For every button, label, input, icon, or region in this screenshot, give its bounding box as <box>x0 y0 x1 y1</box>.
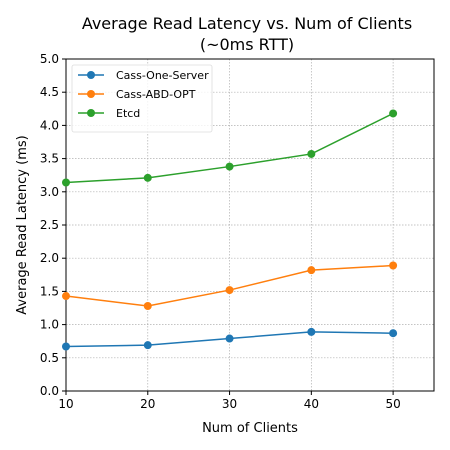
plot-frame <box>65 58 435 392</box>
data-point <box>389 261 398 270</box>
x-axis-label: Num of Clients <box>202 421 298 436</box>
legend: Cass-One-Server Cass-ABD-OPT Etcd <box>71 64 213 133</box>
y-tick-label: 0.0 <box>40 384 59 398</box>
y-tick-label: 4.5 <box>40 85 59 99</box>
data-point <box>225 334 234 343</box>
legend-label: Etcd <box>116 107 140 120</box>
data-point <box>389 109 398 118</box>
data-point <box>307 149 316 158</box>
data-point <box>307 266 316 275</box>
legend-box <box>71 64 213 133</box>
y-tick-label: 4.0 <box>40 118 59 132</box>
chart-subtitle: (~0ms RTT) <box>200 35 294 54</box>
y-tick-label: 5.0 <box>40 52 59 66</box>
data-point <box>225 162 234 171</box>
data-point <box>62 342 70 351</box>
legend-swatch-marker <box>87 71 95 79</box>
x-tick-label: 20 <box>140 397 155 411</box>
data-point <box>389 329 398 338</box>
legend-swatch-marker <box>87 109 95 117</box>
y-tick-label: 3.5 <box>40 152 59 166</box>
x-tick-label: 30 <box>222 397 237 411</box>
y-tick-label: 2.5 <box>40 218 59 232</box>
y-tick-label: 1.5 <box>40 284 59 298</box>
x-tick-label: 40 <box>304 397 319 411</box>
chart-title: Average Read Latency vs. Num of Clients <box>82 14 412 33</box>
data-point <box>225 286 234 295</box>
data-point <box>143 173 152 182</box>
data-point <box>143 341 152 350</box>
legend-swatch-marker <box>87 90 95 98</box>
y-tick-label: 0.5 <box>40 351 59 365</box>
y-tick-label: 2.0 <box>40 251 59 265</box>
legend-label: Cass-ABD-OPT <box>116 88 196 101</box>
axis-ticks: 10 20 30 40 50 0.0 0.5 1.0 1.5 2.0 2.5 3.0 3.5 4.0 4.5… <box>40 52 401 411</box>
x-tick-label: 50 <box>385 397 400 411</box>
data-point <box>62 178 70 187</box>
x-tick-label: 10 <box>58 397 73 411</box>
data-point <box>143 302 152 311</box>
data-point <box>62 292 70 301</box>
data-point <box>307 327 316 336</box>
y-tick-label: 3.0 <box>40 185 59 199</box>
y-tick-label: 1.0 <box>40 318 59 332</box>
legend-label: Cass-One-Server <box>116 69 209 82</box>
series-group <box>62 109 398 351</box>
y-axis-label: Average Read Latency (ms) <box>15 135 30 314</box>
